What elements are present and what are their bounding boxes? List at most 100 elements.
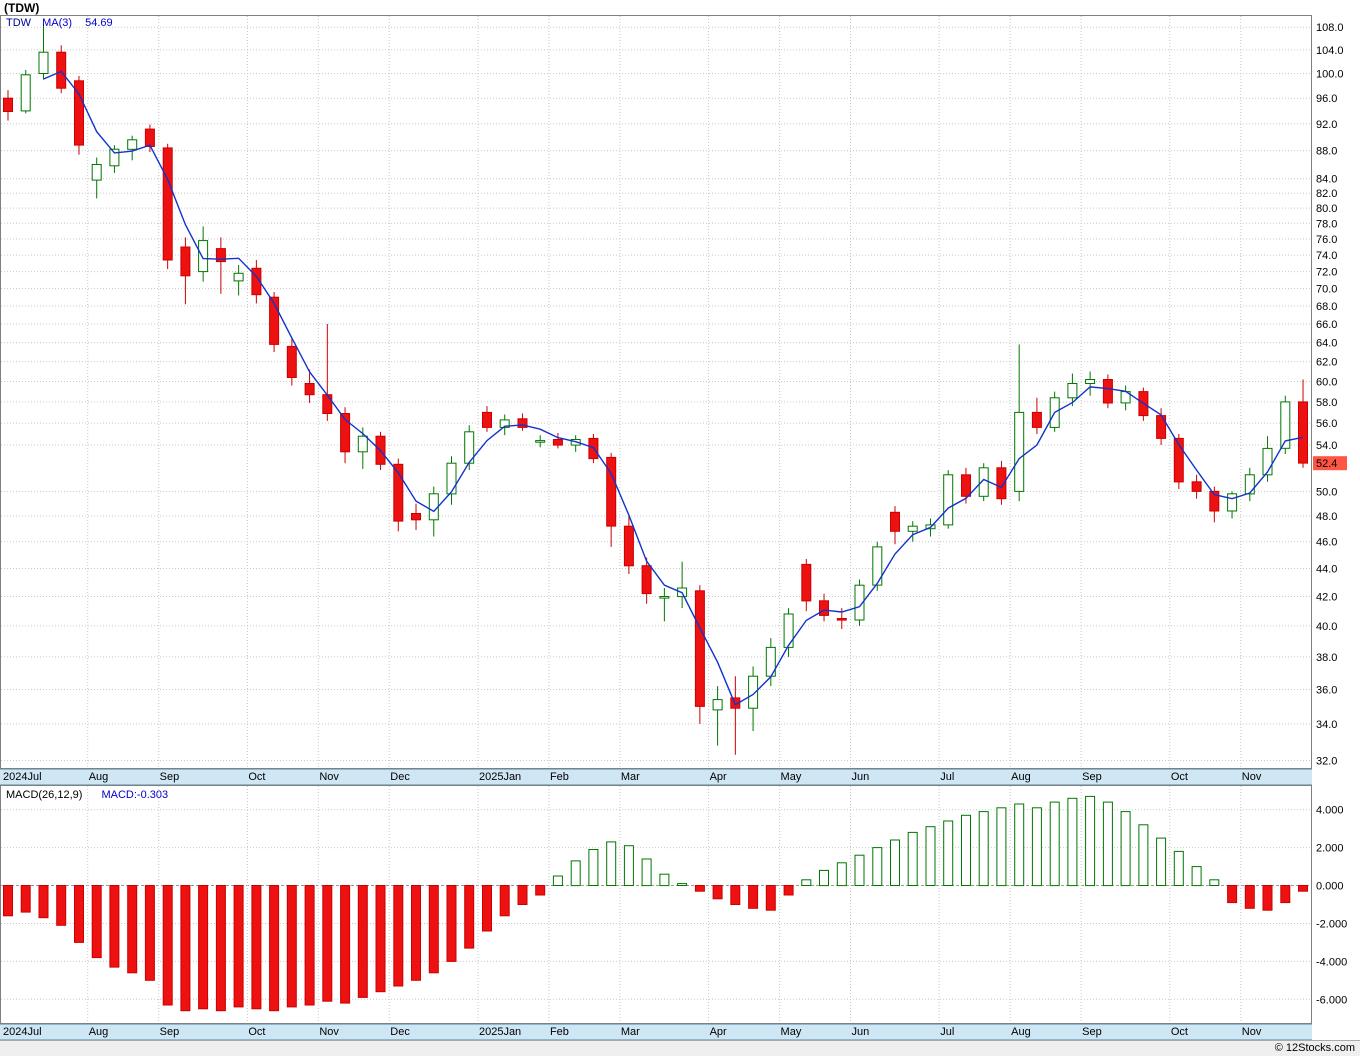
svg-text:46.0: 46.0 bbox=[1316, 537, 1337, 549]
macd-bar bbox=[74, 885, 84, 943]
month-label: Sep bbox=[159, 1026, 180, 1038]
macd-bar bbox=[712, 885, 723, 900]
month-label: May bbox=[780, 771, 802, 783]
macd-bar bbox=[251, 885, 262, 1010]
svg-text:54.0: 54.0 bbox=[1316, 440, 1337, 452]
candle-body bbox=[393, 463, 404, 522]
macd-bar bbox=[127, 885, 138, 974]
svg-text:62.0: 62.0 bbox=[1316, 357, 1337, 369]
macd-bar bbox=[659, 873, 670, 887]
candle-body bbox=[712, 699, 723, 711]
svg-text:80.0: 80.0 bbox=[1316, 203, 1337, 215]
current-price-tag: 52.4 bbox=[1313, 456, 1347, 471]
svg-text:72.0: 72.0 bbox=[1316, 267, 1337, 279]
candle-body bbox=[552, 439, 563, 446]
candle-body bbox=[606, 456, 617, 527]
month-label: Nov bbox=[319, 1026, 339, 1038]
candle-body bbox=[854, 584, 865, 621]
macd-bar bbox=[1085, 795, 1096, 887]
month-label: Dec bbox=[390, 771, 410, 783]
month-label: 2024Jul bbox=[3, 771, 42, 783]
macd-bar bbox=[535, 885, 546, 896]
macd-bar bbox=[748, 885, 759, 909]
macd-bar bbox=[482, 885, 492, 932]
svg-text:2.000: 2.000 bbox=[1316, 843, 1344, 855]
macd-label: MACD(26,12,9) bbox=[6, 789, 83, 801]
month-label: Jul bbox=[940, 771, 955, 783]
macd-bar bbox=[1227, 885, 1238, 904]
candle-body bbox=[411, 513, 421, 521]
footer-bar: © 12Stocks.com bbox=[0, 1040, 1360, 1056]
macd-bar bbox=[1014, 803, 1025, 887]
candle-body bbox=[996, 467, 1007, 500]
svg-text:76.0: 76.0 bbox=[1316, 234, 1337, 246]
candle-body bbox=[74, 80, 84, 146]
macd-bar bbox=[872, 847, 883, 886]
candle-body bbox=[251, 267, 262, 296]
svg-text:68.0: 68.0 bbox=[1316, 301, 1337, 313]
candle-body bbox=[304, 383, 315, 396]
candle-body bbox=[836, 618, 847, 621]
macd-value: MACD:-0.303 bbox=[101, 789, 169, 801]
candle-body bbox=[1085, 379, 1096, 384]
candle-body bbox=[1244, 474, 1255, 495]
month-label: Sep bbox=[1082, 771, 1102, 783]
candle-body bbox=[783, 613, 794, 648]
macd-bar bbox=[38, 885, 49, 919]
macd-bar bbox=[20, 885, 31, 913]
macd-bar bbox=[233, 885, 244, 1008]
month-label: 2025Jan bbox=[478, 771, 522, 783]
svg-text:100.0: 100.0 bbox=[1316, 69, 1344, 81]
month-label: Oct bbox=[1170, 1026, 1188, 1038]
svg-text:82.0: 82.0 bbox=[1316, 188, 1337, 200]
month-label: Jun bbox=[851, 1026, 870, 1038]
month-label: Oct bbox=[248, 771, 266, 783]
candle-body bbox=[286, 345, 297, 378]
month-label: Sep bbox=[1082, 1026, 1102, 1038]
macd-bar bbox=[1102, 801, 1113, 887]
candle-body bbox=[162, 147, 173, 261]
macd-bar bbox=[978, 811, 989, 887]
candle-body bbox=[1031, 411, 1042, 428]
candle-body bbox=[535, 440, 546, 443]
month-label: May bbox=[780, 1026, 802, 1038]
candlestick-chart: 108.0 104.0 100.0 96.0 92.0 88.0 84.0 82.0 80.0 7… bbox=[0, 15, 1347, 769]
macd-bar bbox=[357, 885, 368, 998]
macd-bar bbox=[393, 885, 404, 987]
svg-text:36.0: 36.0 bbox=[1316, 685, 1337, 697]
macd-gridlines bbox=[1, 786, 1311, 1023]
macd-bar bbox=[1209, 879, 1220, 887]
candle-body bbox=[1280, 401, 1291, 449]
macd-bar bbox=[304, 885, 315, 1006]
svg-text:4.000: 4.000 bbox=[1316, 805, 1344, 817]
month-label: Apr bbox=[709, 771, 727, 783]
candle-body bbox=[198, 240, 209, 273]
candle-body bbox=[890, 511, 900, 532]
macd-bar bbox=[1191, 866, 1202, 887]
macd-bar bbox=[890, 839, 900, 886]
candle-body bbox=[144, 128, 155, 147]
macd-bar bbox=[144, 885, 155, 981]
svg-text:78.0: 78.0 bbox=[1316, 218, 1337, 230]
macd-bar bbox=[961, 814, 971, 886]
candle-body bbox=[1067, 383, 1078, 399]
candle-body bbox=[961, 474, 971, 497]
macd-bar bbox=[694, 885, 705, 892]
month-label: Apr bbox=[709, 1026, 727, 1038]
svg-text:40.0: 40.0 bbox=[1316, 621, 1337, 633]
chart-title: (TDW) bbox=[4, 1, 40, 15]
candle-body bbox=[907, 525, 918, 532]
svg-text:38.0: 38.0 bbox=[1316, 652, 1337, 664]
month-label: Jun bbox=[851, 771, 870, 783]
macd-bar bbox=[56, 885, 67, 926]
svg-text:32.0: 32.0 bbox=[1316, 756, 1337, 768]
svg-text:92.0: 92.0 bbox=[1316, 119, 1337, 131]
macd-bar bbox=[783, 885, 794, 896]
month-label: Mar bbox=[620, 1026, 640, 1038]
candle-body bbox=[127, 139, 138, 150]
macd-bar bbox=[996, 807, 1007, 887]
month-label: Nov bbox=[1241, 771, 1262, 783]
macd-bar bbox=[1280, 885, 1291, 904]
macd-legend: MACD(26,12,9) MACD:-0.303 bbox=[6, 789, 168, 801]
candle-body bbox=[1209, 490, 1220, 512]
